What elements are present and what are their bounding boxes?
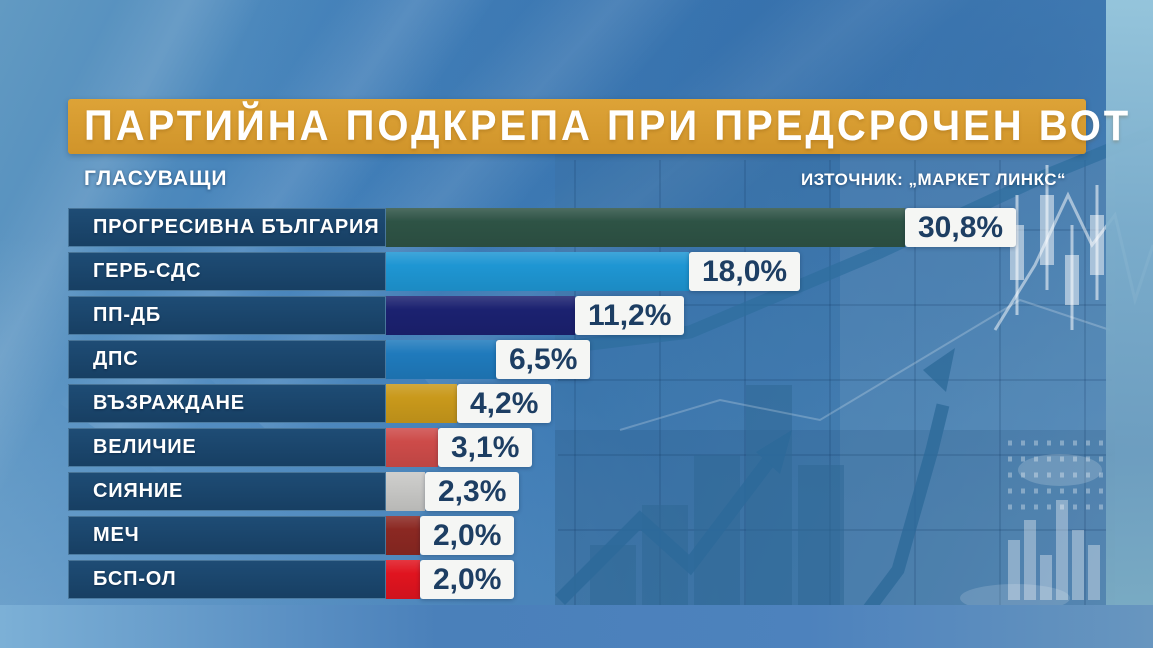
party-label: ПРОГРЕСИВНА БЪЛГАРИЯ — [68, 208, 386, 247]
value-badge: 3,1% — [438, 428, 533, 467]
chart-title: ПАРТИЙНА ПОДКРЕПА ПРИ ПРЕДСРОЧЕН ВОТ — [84, 102, 1132, 150]
value-badge: 2,0% — [420, 560, 515, 599]
value-badge: 2,0% — [420, 516, 515, 555]
bar — [386, 296, 575, 335]
dot-matrix — [1008, 440, 1110, 510]
value-badge: 4,2% — [457, 384, 552, 423]
title-banner: ПАРТИЙНА ПОДКРЕПА ПРИ ПРЕДСРОЧЕН ВОТ — [68, 99, 1128, 154]
chart-row: СИЯНИЕ 2,3% — [68, 472, 1016, 511]
value-badge: 18,0% — [689, 252, 801, 291]
bar-chart-silhouette-icon — [590, 385, 844, 605]
bar — [386, 208, 905, 247]
chart-row: ГЕРБ-СДС 18,0% — [68, 252, 1016, 291]
party-label: СИЯНИЕ — [68, 472, 386, 511]
chart-row: БСП-ОЛ 2,0% — [68, 560, 1016, 599]
mini-bars-icon — [1008, 500, 1100, 600]
chart-row: ВЪЗРАЖДАНЕ 4,2% — [68, 384, 1016, 423]
party-label: ДПС — [68, 340, 386, 379]
value-badge: 6,5% — [496, 340, 591, 379]
trend-arrow-icon — [555, 430, 792, 605]
bar — [386, 516, 420, 555]
chart-row: ПП-ДБ 11,2% — [68, 296, 1016, 335]
chart-row: ПРОГРЕСИВНА БЪЛГАРИЯ 30,8% — [68, 208, 1017, 247]
background-edge-band — [1106, 0, 1153, 648]
party-label: ВЕЛИЧИЕ — [68, 428, 386, 467]
background-bottom-strip — [0, 605, 1153, 648]
source-label: ИЗТОЧНИК: „МАРКЕТ ЛИНКС“ — [800, 170, 1066, 189]
bar — [386, 560, 420, 599]
party-label: БСП-ОЛ — [68, 560, 386, 599]
sparkline — [619, 298, 1111, 431]
value-badge: 2,3% — [425, 472, 520, 511]
bar — [386, 252, 689, 291]
party-label: ПП-ДБ — [68, 296, 386, 335]
bar — [386, 384, 457, 423]
chart-row: ВЕЛИЧИЕ 3,1% — [68, 428, 1016, 467]
party-label: МЕЧ — [68, 516, 386, 555]
value-badge: 11,2% — [575, 296, 685, 335]
chart-row: МЕЧ 2,0% — [68, 516, 1016, 555]
party-label: ГЕРБ-СДС — [68, 252, 386, 291]
bar-chart: ПРОГРЕСИВНА БЪЛГАРИЯ 30,8% ГЕРБ-СДС 18,0… — [68, 208, 1017, 604]
group-label: ГЛАСУВАЩИ — [84, 167, 228, 190]
chart-row: ДПС 6,5% — [68, 340, 1016, 379]
value-badge: 30,8% — [905, 208, 1017, 247]
light-blob — [1018, 454, 1102, 486]
trend-line — [539, 125, 1153, 357]
bar — [386, 340, 496, 379]
bar — [386, 428, 438, 467]
bar — [386, 472, 425, 511]
party-label: ВЪЗРАЖДАНЕ — [68, 384, 386, 423]
